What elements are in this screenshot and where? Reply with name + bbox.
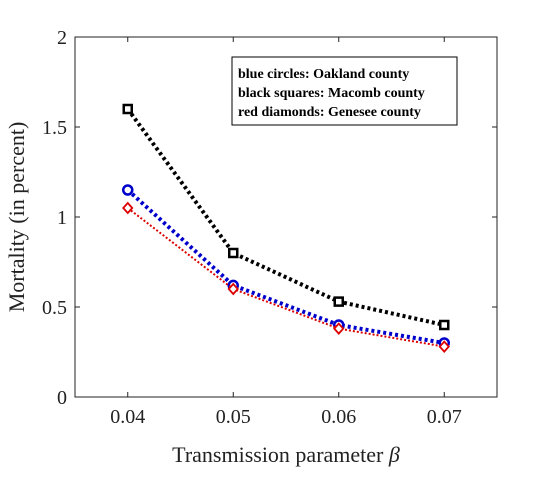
legend-box <box>231 56 458 126</box>
y-axis-label: Mortality (in percent) <box>4 122 29 313</box>
legend-entry-genesee: red diamonds: Genesee county <box>238 105 421 120</box>
x-axis-label-symbol: β <box>388 442 400 467</box>
y-tick-label: 0 <box>57 387 67 409</box>
x-tick-label: 0.05 <box>216 406 251 428</box>
x-tick-label: 0.07 <box>427 406 462 428</box>
data-point-macomb <box>228 247 239 259</box>
series-line-genesee <box>127 207 445 348</box>
data-point-macomb <box>122 103 133 115</box>
data-point-macomb <box>333 296 344 307</box>
series-layer <box>122 103 450 353</box>
x-tick-label: 0.06 <box>321 406 356 428</box>
y-tick-label: 0.5 <box>42 297 67 319</box>
legend-entry-oakland: blue circles: Oakland county <box>238 67 409 82</box>
series-genesee <box>122 201 450 353</box>
y-tick-label: 1 <box>57 207 67 229</box>
y-tick-label: 2 <box>57 27 67 49</box>
x-axis-ticks: 0.04 0.05 0.06 0.07 <box>110 37 462 428</box>
series-macomb <box>122 103 450 331</box>
data-point-macomb <box>439 319 450 331</box>
x-axis-label-text: Transmission parameter <box>172 442 389 467</box>
series-line-oakland <box>126 188 445 345</box>
data-point-genesee <box>438 340 450 353</box>
y-axis-ticks: 0 0.5 1 1.5 2 <box>42 27 497 409</box>
data-point-genesee <box>122 201 134 215</box>
x-tick-label: 0.04 <box>110 406 145 428</box>
legend-entry-macomb: black squares: Macomb county <box>238 86 425 101</box>
data-point-genesee <box>227 282 239 296</box>
legend: blue circles: Oakland county black squar… <box>231 56 458 126</box>
data-point-genesee <box>333 322 345 335</box>
y-tick-label: 1.5 <box>42 117 67 139</box>
series-line-macomb <box>126 107 445 327</box>
x-axis-label: Transmission parameter β <box>172 442 400 467</box>
data-point-oakland <box>122 184 134 196</box>
